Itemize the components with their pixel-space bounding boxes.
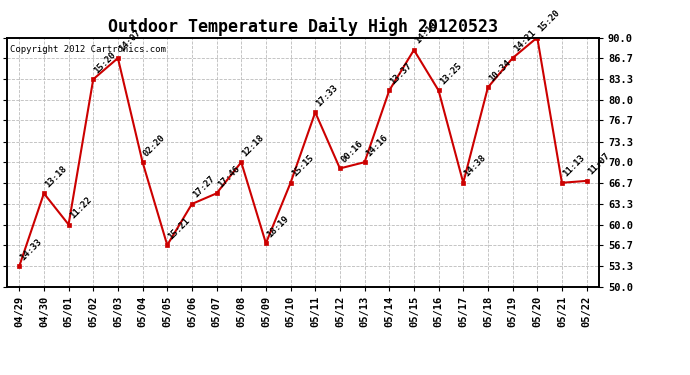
Text: 18:19: 18:19 [265,214,290,239]
Text: 14:10: 14:10 [413,20,438,46]
Text: 17:46: 17:46 [216,164,241,189]
Text: 14:07: 14:07 [117,28,142,54]
Text: 00:16: 00:16 [339,139,364,164]
Text: 11:07: 11:07 [586,152,611,177]
Text: 11:22: 11:22 [68,195,93,220]
Text: 17:27: 17:27 [191,174,217,200]
Text: 14:21: 14:21 [512,28,537,54]
Text: 10:34: 10:34 [487,58,513,83]
Text: 15:20: 15:20 [536,8,562,33]
Text: 14:33: 14:33 [19,237,43,262]
Text: 15:15: 15:15 [290,153,315,178]
Text: 02:20: 02:20 [141,133,167,158]
Text: 15:20: 15:20 [92,50,118,75]
Text: 17:33: 17:33 [315,83,339,108]
Text: 13:25: 13:25 [437,61,463,86]
Title: Outdoor Temperature Daily High 20120523: Outdoor Temperature Daily High 20120523 [108,17,498,36]
Text: 14:16: 14:16 [364,133,389,158]
Text: 13:37: 13:37 [388,61,414,86]
Text: 13:18: 13:18 [43,164,68,189]
Text: 15:21: 15:21 [166,216,192,241]
Text: Copyright 2012 Cartronics.com: Copyright 2012 Cartronics.com [10,45,166,54]
Text: 11:13: 11:13 [561,153,586,178]
Text: 12:18: 12:18 [240,133,266,158]
Text: 14:38: 14:38 [462,153,488,178]
